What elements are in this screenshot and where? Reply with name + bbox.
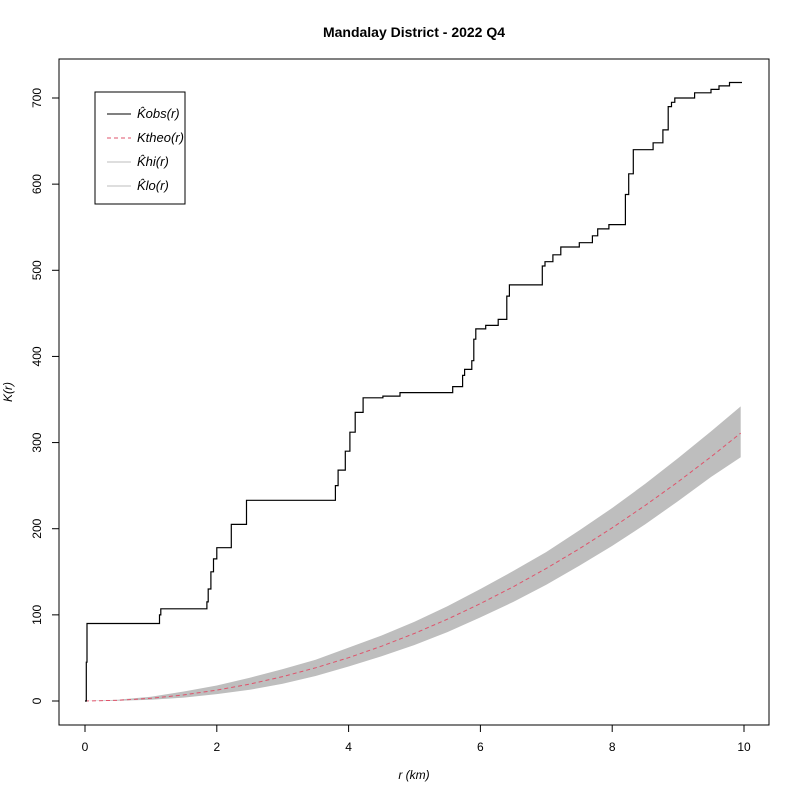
y-tick-label: 700 bbox=[30, 88, 44, 108]
y-axis: 0 100 200 300 400 500 600 700 bbox=[30, 88, 60, 704]
x-tick-label: 8 bbox=[609, 740, 616, 754]
y-tick-label: 200 bbox=[30, 518, 44, 538]
y-tick-label: 500 bbox=[30, 260, 44, 280]
x-tick-label: 2 bbox=[213, 740, 220, 754]
legend: K̂obs(r) Ktheo(r) K̂hi(r) K̂lo(r) bbox=[94, 91, 186, 205]
chart-title: Mandalay District - 2022 Q4 bbox=[323, 24, 505, 40]
y-tick-label: 300 bbox=[30, 432, 44, 452]
series-obs-line bbox=[85, 81, 742, 702]
y-tick-label: 100 bbox=[30, 605, 44, 625]
legend-label-theo: Ktheo(r) bbox=[137, 130, 184, 145]
legend-label-obs: K̂obs(r) bbox=[137, 106, 180, 121]
y-tick-label: 0 bbox=[30, 697, 44, 704]
x-tick-label: 0 bbox=[82, 740, 89, 754]
x-axis: 0 2 4 6 8 10 bbox=[82, 724, 751, 754]
legend-box bbox=[94, 91, 186, 205]
y-tick-label: 400 bbox=[30, 346, 44, 366]
envelope-layer bbox=[85, 406, 741, 701]
legend-label-lo: K̂lo(r) bbox=[137, 178, 169, 193]
y-tick-label: 600 bbox=[30, 174, 44, 194]
series-theo-line bbox=[84, 432, 742, 702]
envelope-band bbox=[85, 406, 741, 701]
x-tick-label: 6 bbox=[477, 740, 484, 754]
x-tick-label: 10 bbox=[737, 740, 751, 754]
legend-label-hi: K̂hi(r) bbox=[137, 154, 169, 169]
series-layer bbox=[84, 81, 742, 702]
x-axis-label: r (km) bbox=[398, 768, 429, 782]
y-axis-label: K(r) bbox=[1, 382, 15, 402]
x-tick-label: 4 bbox=[345, 740, 352, 754]
